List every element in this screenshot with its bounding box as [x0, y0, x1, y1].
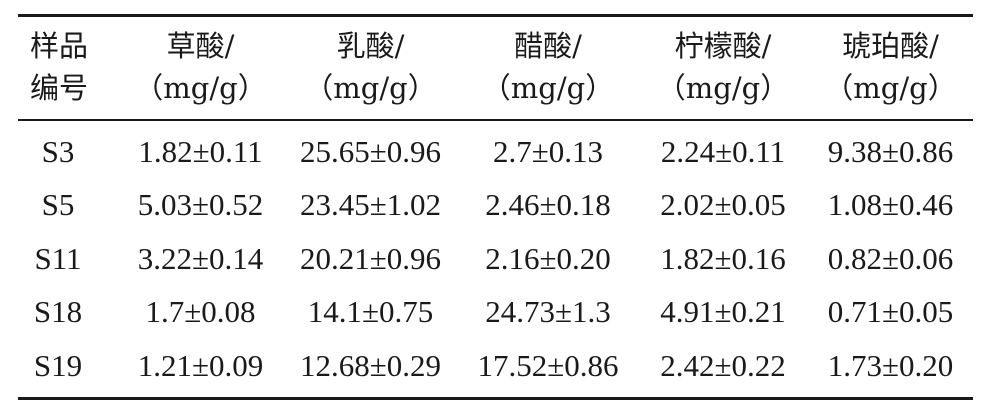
oxalic-acid-cell: 1.82±0.11: [138, 133, 263, 169]
sample-id-cell: S19: [33, 347, 83, 383]
succinic-acid-cell: 9.38±0.86: [827, 133, 954, 169]
acetic-acid-cell: 2.16±0.20: [485, 240, 611, 276]
header-oxalic-acid: 草酸/ （mg/g）: [118, 16, 283, 121]
succinic-acid-cell: 0.82±0.06: [827, 240, 954, 276]
header-oxalic-acid-unit: （mg/g）: [134, 71, 267, 105]
header-sample-id-line2: 编号: [30, 71, 89, 105]
organic-acid-table-container: 样品 编号 草酸/ （mg/g） 乳酸/ （mg/g） 醋酸/ （mg/g） 柠…: [18, 14, 973, 400]
lactic-acid-cell: 25.65±0.96: [299, 133, 441, 169]
citric-acid-cell: 1.82±0.16: [660, 240, 786, 276]
organic-acid-table: 样品 编号 草酸/ （mg/g） 乳酸/ （mg/g） 醋酸/ （mg/g） 柠…: [18, 14, 973, 400]
oxalic-acid-cell: 1.21±0.09: [137, 347, 264, 383]
header-succinic-acid: 琥珀酸/ （mg/g）: [808, 16, 973, 121]
header-succinic-acid-unit: （mg/g）: [824, 71, 957, 105]
header-sample-id: 样品 编号: [18, 16, 118, 121]
sample-id-cell: S18: [33, 294, 83, 330]
table-row: S11 3.22±0.14 20.21±0.96 2.16±0.20 1.82±…: [18, 232, 973, 286]
table-row: S18 1.7±0.08 14.1±0.75 24.73±1.3 4.91±0.…: [18, 286, 973, 340]
header-citric-acid: 柠檬酸/ （mg/g）: [638, 16, 808, 121]
header-lactic-acid-unit: （mg/g）: [304, 71, 437, 105]
header-lactic-acid-line1: 乳酸/: [336, 29, 405, 63]
table-row: S19 1.21±0.09 12.68±0.29 17.52±0.86 2.42…: [18, 339, 973, 398]
header-row: 样品 编号 草酸/ （mg/g） 乳酸/ （mg/g） 醋酸/ （mg/g） 柠…: [18, 15, 973, 121]
table-row: S3 1.82±0.11 25.65±0.96 2.7±0.13 2.24±0.…: [18, 120, 973, 179]
header-citric-acid-line1: 柠檬酸/: [674, 29, 772, 63]
lactic-acid-cell: 14.1±0.75: [307, 294, 434, 330]
lactic-acid-cell: 12.68±0.29: [299, 347, 441, 383]
sample-id-cell: S3: [41, 133, 75, 169]
header-acetic-acid-unit: （mg/g）: [481, 71, 615, 105]
acetic-acid-cell: 24.73±1.3: [485, 294, 611, 330]
lactic-acid-cell: 23.45±1.02: [299, 187, 441, 223]
sample-id-cell: S11: [34, 240, 82, 276]
oxalic-acid-cell: 5.03±0.52: [137, 187, 264, 223]
lactic-acid-cell: 20.21±0.96: [299, 240, 441, 276]
acetic-acid-cell: 17.52±0.86: [477, 347, 619, 383]
table-row: S5 5.03±0.52 23.45±1.02 2.46±0.18 2.02±0…: [18, 179, 973, 233]
header-acetic-acid: 醋酸/ （mg/g）: [458, 16, 638, 121]
table-body: S3 1.82±0.11 25.65±0.96 2.7±0.13 2.24±0.…: [18, 120, 973, 398]
header-citric-acid-unit: （mg/g）: [656, 71, 790, 105]
header-lactic-acid: 乳酸/ （mg/g）: [283, 16, 458, 121]
citric-acid-cell: 2.24±0.11: [660, 133, 786, 169]
sample-id-cell: S5: [41, 187, 75, 223]
succinic-acid-cell: 0.71±0.05: [827, 294, 954, 330]
oxalic-acid-cell: 3.22±0.14: [137, 240, 264, 276]
header-succinic-acid-line1: 琥珀酸/: [842, 29, 939, 63]
header-oxalic-acid-line1: 草酸/: [166, 29, 235, 63]
citric-acid-cell: 2.02±0.05: [660, 187, 786, 223]
succinic-acid-cell: 1.73±0.20: [827, 347, 954, 383]
table-header: 样品 编号 草酸/ （mg/g） 乳酸/ （mg/g） 醋酸/ （mg/g） 柠…: [18, 15, 973, 121]
oxalic-acid-cell: 1.7±0.08: [145, 294, 256, 330]
header-acetic-acid-line1: 醋酸/: [514, 29, 582, 63]
citric-acid-cell: 4.91±0.21: [660, 294, 786, 330]
header-sample-id-line1: 样品: [30, 29, 89, 63]
acetic-acid-cell: 2.46±0.18: [485, 187, 611, 223]
succinic-acid-cell: 1.08±0.46: [827, 187, 954, 223]
acetic-acid-cell: 2.7±0.13: [492, 133, 603, 169]
citric-acid-cell: 2.42±0.22: [660, 347, 786, 383]
